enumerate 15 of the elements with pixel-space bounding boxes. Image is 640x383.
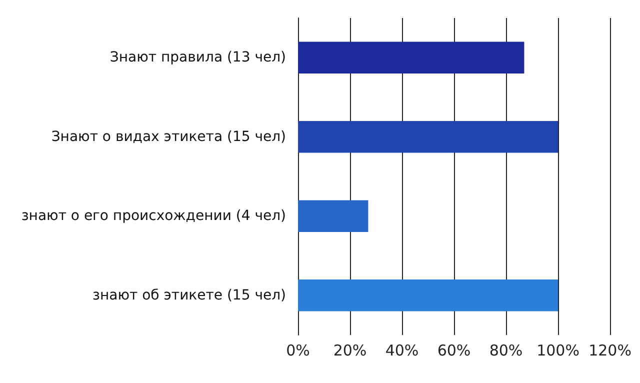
- x-tick-label: 100%: [536, 342, 580, 360]
- x-tick-label: 120%: [588, 342, 632, 360]
- bar: [298, 200, 368, 232]
- x-tick-label: 80%: [489, 342, 523, 360]
- y-tick-label: знают о его происхождении (4 чел): [21, 208, 286, 224]
- y-tick-label: Знают правила (13 чел): [110, 50, 286, 66]
- bar: [298, 42, 524, 74]
- bar: [298, 121, 558, 153]
- y-tick-label: знают об этикете (15 чел): [92, 287, 286, 304]
- x-tick-label: 20%: [333, 342, 367, 360]
- y-tick-label: Знают о видах этикета (15 чел): [51, 128, 286, 145]
- bar: [298, 280, 558, 312]
- x-tick-label: 0%: [286, 342, 310, 360]
- x-tick-label: 40%: [385, 342, 419, 360]
- x-tick-label: 60%: [437, 342, 471, 360]
